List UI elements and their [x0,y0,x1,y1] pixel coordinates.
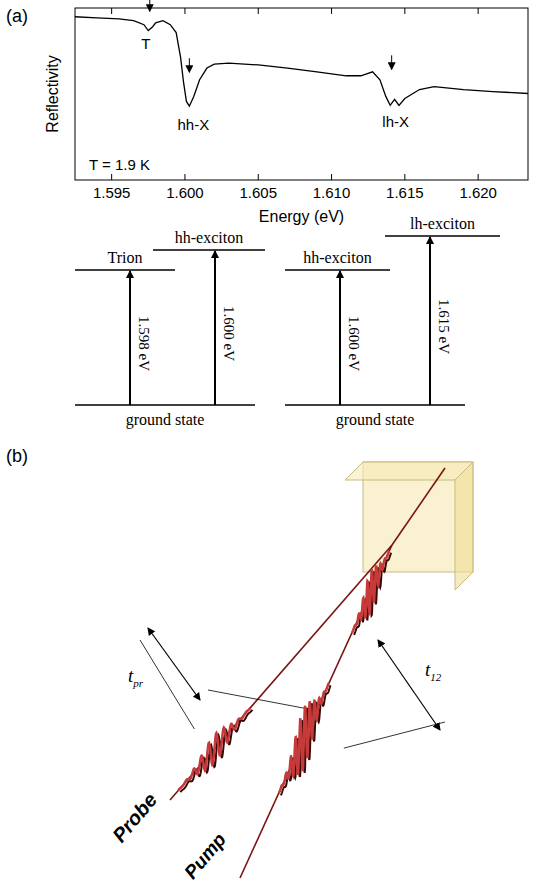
x-tick-label: 1.595 [93,184,131,201]
x-tick [184,174,185,180]
sample-top [345,462,473,480]
x-tick-label: 1.610 [313,184,351,201]
ground-label: ground state [126,411,205,429]
delay-subscript: 12 [430,671,442,683]
pump-beam [240,545,392,878]
annotation-label: T [141,35,150,52]
energy-level [285,269,390,271]
x-tick [404,174,405,180]
guide-line [140,640,194,729]
x-axis-title: Energy (eV) [259,208,344,225]
probe-label: Probe [108,789,161,847]
plot-area [75,17,528,106]
x-tick-top [331,8,332,14]
level-label: hh-exciton [303,249,371,266]
x-tick [331,174,332,180]
transition-label: 1.615 eV [436,299,452,354]
x-tick-top [258,8,259,14]
energy-level [385,235,500,237]
panel-label: (a) [6,6,28,26]
delay-label: tpr [128,665,144,689]
x-tick [111,174,112,180]
x-tick-label: 1.615 [386,184,424,201]
probe-beam [170,545,392,800]
energy-level [153,249,265,251]
x-tick-label: 1.600 [166,184,204,201]
signal-pulse [352,551,389,633]
ground-level [75,404,255,406]
annotation-arrow [189,58,190,72]
ground-level [285,404,465,406]
x-tick-label: 1.620 [459,184,497,201]
figure: (a) (b) 1.595 1.600 1.605 1.610 1.615 1.620 Ener… [0,0,540,894]
plot-frame [75,8,528,180]
transition-arrow [429,237,431,405]
level-label: Trion [108,249,143,266]
transition-label: 1.600 eV [221,306,237,361]
guide-line [344,722,445,748]
pump-pulse [279,683,329,793]
x-tick-top [478,8,479,14]
level-label: lh-exciton [410,215,475,232]
delay-arrow [148,628,200,700]
x-tick-top [404,8,405,14]
ground-label: ground state [336,411,415,429]
transition-arrow [214,251,216,405]
guide-line [208,690,304,708]
sample-side [455,462,473,590]
x-tick-top [111,8,112,14]
annotation-arrow [149,0,150,11]
transition-arrow [129,271,131,405]
annotation-label: lh-X [382,113,409,130]
annotation-arrow [391,55,392,69]
level-label: hh-exciton [175,229,243,246]
x-tick [478,174,479,180]
transmitted-beam [392,468,445,545]
pump-label: Pump [180,829,230,883]
annotation-label: hh-X [178,116,210,133]
delay-subscript: pr [132,677,144,689]
x-tick [258,174,259,180]
pump-probe-illustration: tpr t12 Probe Pump [108,462,473,883]
energy-level [75,269,175,271]
x-tick-label: 1.605 [239,184,277,201]
reflectivity-line [75,17,528,106]
temperature-label: T = 1.9 K [89,156,150,173]
panel-label: (b) [6,446,28,466]
delay-label: t12 [425,659,442,683]
delay-arrow [378,640,440,730]
y-axis-title: Reflectivity [44,55,61,132]
x-tick-top [184,8,185,14]
transition-label: 1.598 eV [136,316,152,371]
transition-label: 1.600 eV [346,316,362,371]
transition-arrow [339,271,341,405]
